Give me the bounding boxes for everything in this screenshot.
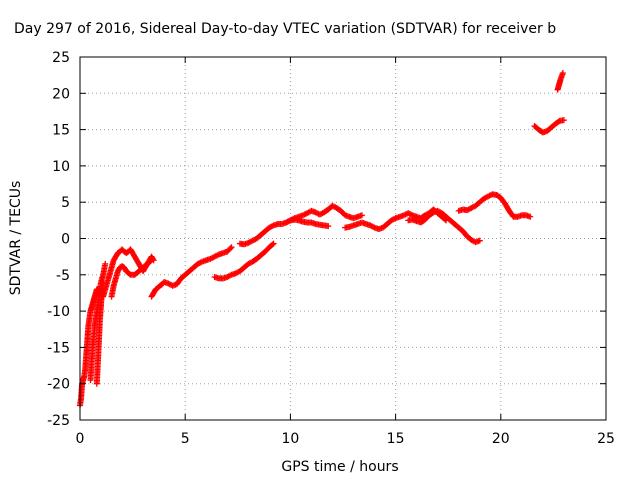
data-series [554, 69, 566, 93]
data-point [476, 237, 483, 244]
y-tick-label: 5 [61, 195, 70, 211]
data-series [283, 216, 332, 230]
data-point [269, 241, 276, 248]
x-axis-ticks: 0 5 10 15 20 25 [76, 57, 615, 447]
data-series [108, 257, 155, 300]
data-point [358, 212, 365, 219]
plot-frame [79, 56, 607, 421]
y-tick-label: 20 [52, 86, 70, 102]
data-point [102, 260, 109, 267]
x-tick-label: 10 [281, 431, 299, 447]
data-series [455, 191, 534, 220]
x-tick-label: 0 [76, 431, 85, 447]
x-axis-label: GPS time / hours [281, 459, 398, 475]
data-point [148, 257, 155, 264]
y-axis-label: SDTVAR / TECUs [8, 181, 24, 296]
y-tick-label: 15 [52, 123, 70, 139]
data-point [100, 279, 107, 286]
data-series [211, 240, 277, 282]
y-tick-label: -10 [47, 304, 70, 320]
x-tick-label: 20 [492, 431, 510, 447]
y-tick-label: 25 [52, 50, 70, 66]
data-series [236, 202, 365, 248]
y-tick-label: -25 [47, 413, 70, 429]
data-point [228, 244, 235, 251]
data-series [405, 207, 483, 246]
data-series [148, 244, 235, 300]
data-series [93, 279, 107, 387]
y-tick-label: 0 [61, 232, 70, 248]
chart-title: Day 297 of 2016, Sidereal Day-to-day VTE… [14, 21, 556, 37]
data-point [270, 240, 277, 247]
data-point [227, 245, 234, 252]
y-tick-label: -15 [47, 340, 70, 356]
y-tick-label: -20 [47, 377, 70, 393]
data-points [77, 69, 567, 409]
grid-lines [80, 57, 606, 420]
x-tick-label: 15 [387, 431, 405, 447]
x-tick-label: 25 [597, 431, 615, 447]
data-point [559, 69, 566, 76]
y-tick-label: 10 [52, 159, 70, 175]
y-tick-label: -5 [56, 268, 70, 284]
data-series [531, 117, 567, 136]
data-point [527, 213, 534, 220]
x-tick-label: 5 [181, 431, 190, 447]
y-axis-ticks: -25 -20 -15 -10 -5 0 5 10 15 20 25 [47, 50, 606, 429]
data-point [147, 258, 154, 265]
data-point [560, 117, 567, 124]
data-point [325, 223, 332, 230]
